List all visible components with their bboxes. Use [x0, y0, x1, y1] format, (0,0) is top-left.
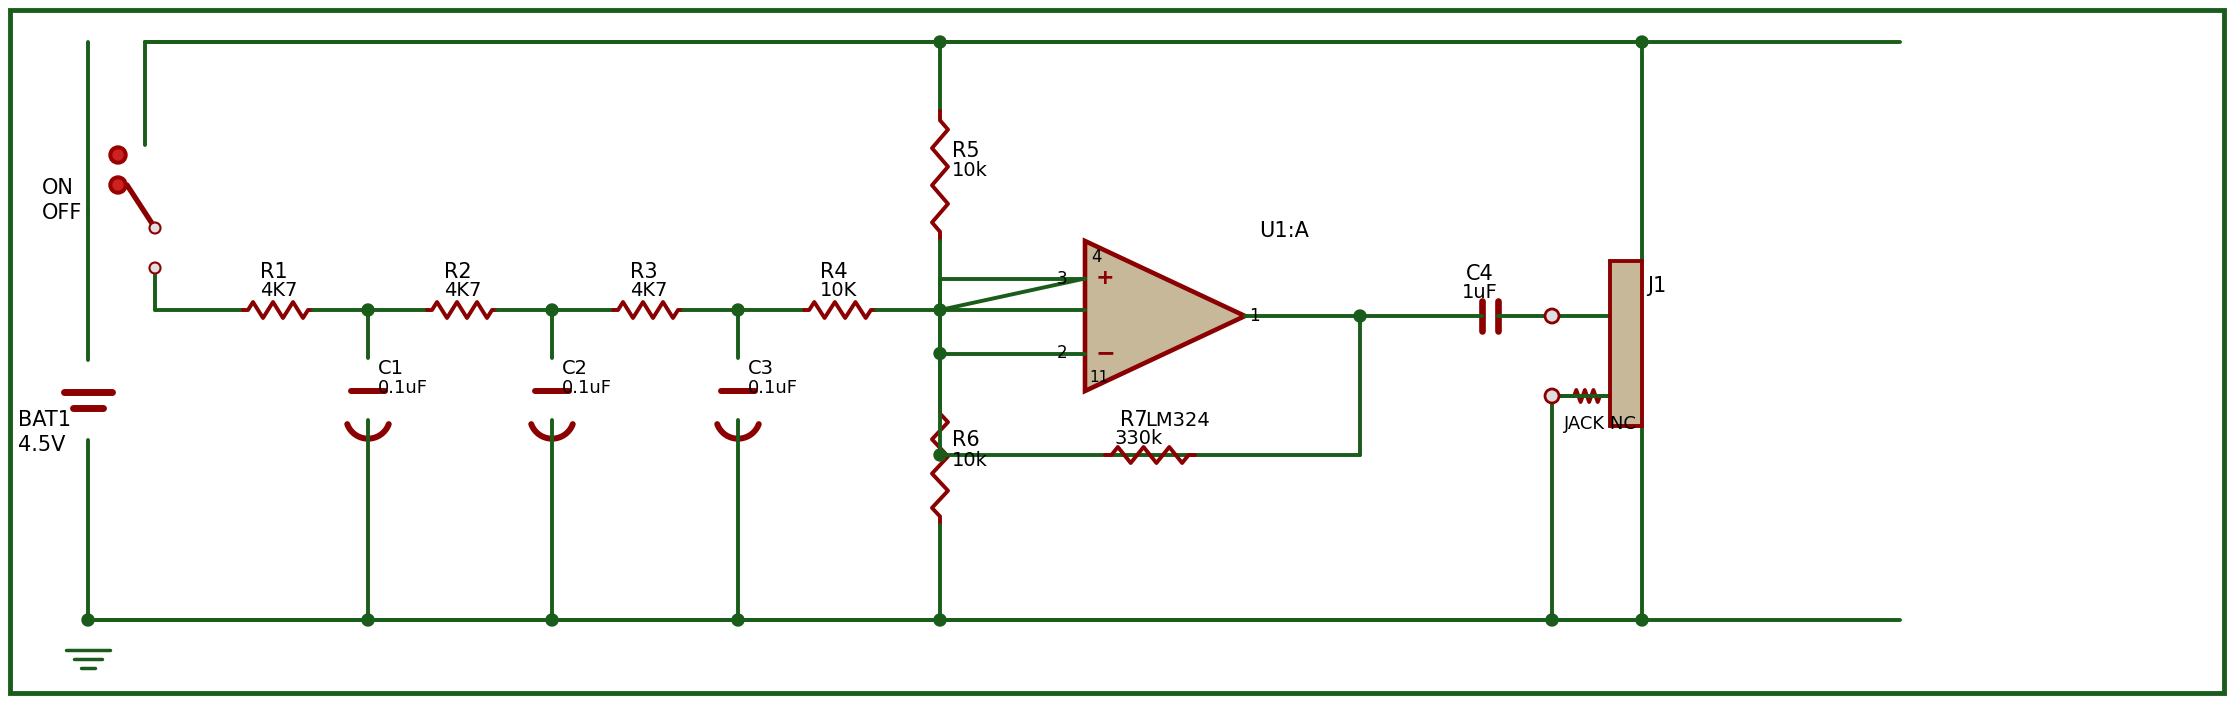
Text: C2: C2 — [563, 359, 588, 378]
Text: BAT1: BAT1 — [18, 410, 71, 430]
Text: 0.1uF: 0.1uF — [378, 379, 429, 397]
Text: C1: C1 — [378, 359, 404, 378]
Text: 10k: 10k — [952, 162, 987, 181]
Circle shape — [934, 614, 945, 626]
Circle shape — [545, 614, 558, 626]
Circle shape — [150, 223, 161, 233]
Bar — [1611, 261, 1642, 426]
Circle shape — [934, 347, 945, 359]
Text: R2: R2 — [445, 262, 471, 282]
Text: 1: 1 — [1249, 307, 1260, 325]
Circle shape — [362, 304, 373, 316]
Text: ON: ON — [42, 178, 74, 198]
Text: R7: R7 — [1119, 410, 1148, 430]
Circle shape — [83, 614, 94, 626]
Text: 4K7: 4K7 — [445, 280, 480, 299]
Circle shape — [934, 449, 945, 461]
Circle shape — [733, 304, 744, 316]
Text: 0.1uF: 0.1uF — [748, 379, 798, 397]
Circle shape — [1635, 614, 1649, 626]
Text: 4K7: 4K7 — [630, 280, 668, 299]
Text: R3: R3 — [630, 262, 657, 282]
Circle shape — [150, 262, 161, 273]
Text: J1: J1 — [1646, 276, 1667, 296]
Text: 4K7: 4K7 — [259, 280, 297, 299]
Text: R4: R4 — [820, 262, 847, 282]
Text: 1uF: 1uF — [1461, 283, 1499, 302]
Text: 3: 3 — [1057, 269, 1068, 288]
Text: C4: C4 — [1466, 264, 1495, 284]
Circle shape — [362, 614, 373, 626]
Circle shape — [1546, 309, 1559, 323]
Circle shape — [1546, 614, 1557, 626]
Circle shape — [1354, 310, 1365, 322]
Circle shape — [109, 176, 127, 194]
Text: C3: C3 — [748, 359, 773, 378]
Circle shape — [114, 180, 123, 190]
Text: 330k: 330k — [1115, 429, 1164, 448]
Polygon shape — [1086, 241, 1244, 391]
Text: 4.5V: 4.5V — [18, 435, 65, 455]
Text: 4: 4 — [1090, 248, 1101, 266]
Text: JACK NC: JACK NC — [1564, 415, 1638, 433]
Circle shape — [545, 304, 558, 316]
Circle shape — [1635, 36, 1649, 48]
Circle shape — [109, 146, 127, 164]
Circle shape — [934, 304, 945, 316]
Text: 10k: 10k — [952, 451, 987, 470]
Text: R1: R1 — [259, 262, 288, 282]
Circle shape — [114, 150, 123, 160]
Circle shape — [1546, 389, 1559, 403]
Text: 11: 11 — [1088, 370, 1108, 385]
Text: OFF: OFF — [42, 203, 83, 223]
Circle shape — [934, 36, 945, 48]
Text: LM324: LM324 — [1146, 411, 1211, 430]
Text: 0.1uF: 0.1uF — [563, 379, 612, 397]
Text: +: + — [1095, 269, 1115, 288]
Circle shape — [733, 614, 744, 626]
Text: 2: 2 — [1057, 344, 1068, 363]
Text: U1:A: U1:A — [1260, 221, 1309, 241]
Text: R6: R6 — [952, 430, 981, 450]
Text: −: − — [1095, 342, 1115, 366]
Text: 10K: 10K — [820, 280, 858, 299]
Text: R5: R5 — [952, 141, 981, 161]
